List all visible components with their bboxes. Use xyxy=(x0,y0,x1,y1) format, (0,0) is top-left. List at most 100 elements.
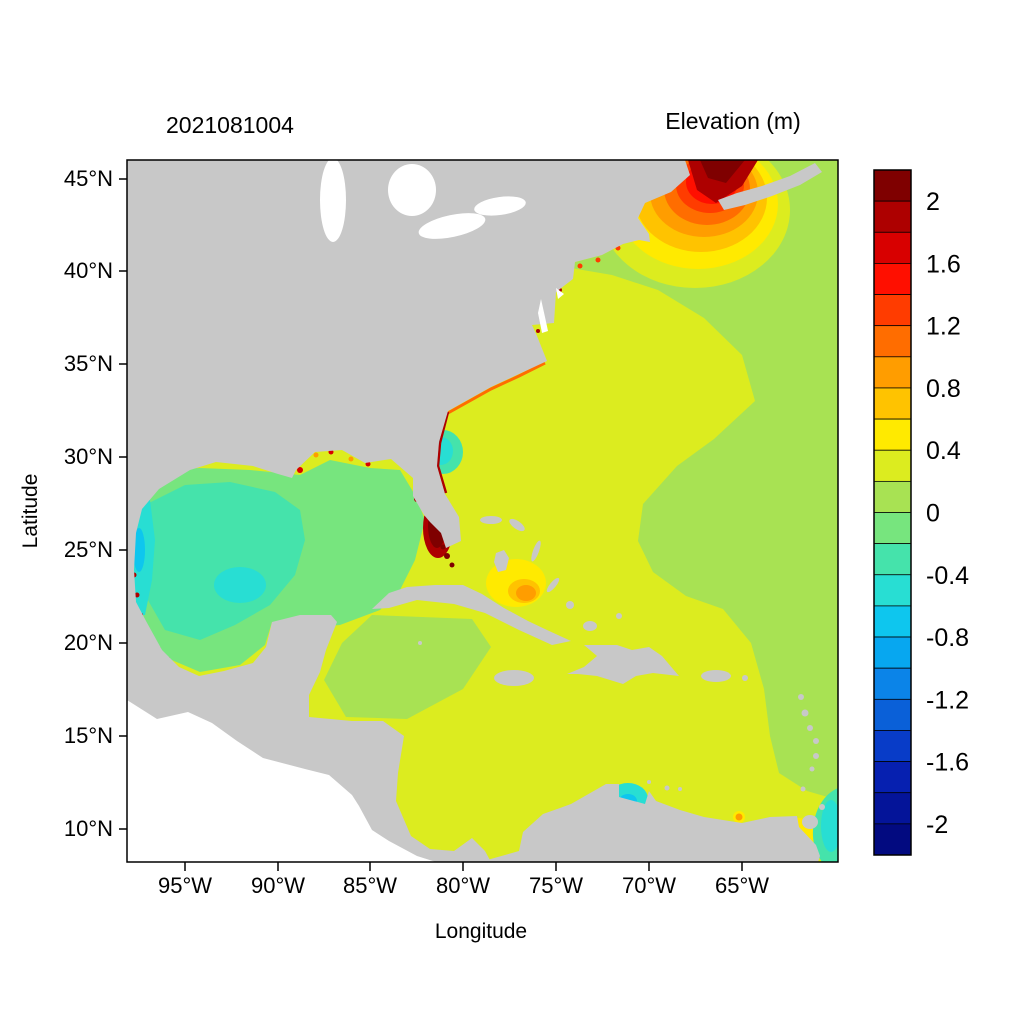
bahamas-orange-core xyxy=(516,585,536,601)
colorbar-cell xyxy=(873,169,912,202)
hispaniola-island xyxy=(567,645,679,684)
colorbar-tick-label: 0 xyxy=(926,500,940,528)
speckle xyxy=(595,257,601,263)
delaware-bay xyxy=(556,288,564,299)
x-tick-label: 95°W xyxy=(158,873,212,898)
lake-erie xyxy=(418,213,486,239)
colorbar-cell xyxy=(873,667,912,700)
y-tick-label: 30°N xyxy=(64,444,113,469)
cuba-island xyxy=(372,585,571,645)
south-america-landmass xyxy=(480,784,820,862)
land-mask xyxy=(127,160,825,862)
colorbar-cell xyxy=(873,574,912,607)
grand-bahama-island xyxy=(480,516,502,524)
plot-border xyxy=(126,159,839,863)
y-tick-label: 45°N xyxy=(64,166,113,191)
lake-michigan xyxy=(320,160,346,242)
colorbar-tick-label: -0.8 xyxy=(926,624,969,652)
florida-east-coast-red-fringe xyxy=(436,442,448,494)
antigua xyxy=(798,694,804,700)
colorbar-tick-label: 1.6 xyxy=(926,250,961,278)
speckle xyxy=(444,553,450,559)
colorbar-tick-label: -1.6 xyxy=(926,749,969,777)
x-axis-label: Longitude xyxy=(435,920,527,943)
gulf-of-mexico-cyan-spot xyxy=(133,528,145,572)
st-lucia xyxy=(813,753,819,759)
nova-scotia-landmass xyxy=(718,163,822,210)
speckle xyxy=(440,544,446,550)
crooked-island xyxy=(566,601,574,609)
colorbar-cell xyxy=(873,325,912,358)
colorbar-tick-label: -1.2 xyxy=(926,686,969,714)
andros-island xyxy=(494,550,509,572)
gulf-of-mexico-central-region xyxy=(138,482,305,640)
colorbar-title: Elevation (m) xyxy=(665,108,800,134)
north-atlantic-green-region xyxy=(571,160,838,800)
virgin-islands xyxy=(742,675,748,681)
gulf-of-mexico-turquoise-spot xyxy=(214,567,266,603)
dominica xyxy=(807,725,813,731)
lesser-antilles-islands xyxy=(647,675,825,829)
colorbar-cell xyxy=(873,449,912,482)
eleuthera-island xyxy=(531,540,541,562)
martinique xyxy=(813,738,819,744)
colorbar-cell xyxy=(873,698,912,731)
colorbar-cell xyxy=(873,387,912,420)
turks-island xyxy=(616,613,622,619)
y-tick-label: 25°N xyxy=(64,537,113,562)
y-tick-label: 40°N xyxy=(64,258,113,283)
north-america-landmass xyxy=(127,160,690,862)
colorbar-cell xyxy=(873,543,912,576)
colorbar-tick-label: -0.4 xyxy=(926,562,969,590)
colorbar-tick-label: 1.2 xyxy=(926,313,961,341)
speckle xyxy=(297,467,303,473)
x-tick-label: 75°W xyxy=(529,873,583,898)
bahamas-islands xyxy=(480,516,622,631)
x-tick-label: 65°W xyxy=(715,873,769,898)
colorbar-cell xyxy=(873,480,912,513)
colorbar-cell xyxy=(873,200,912,233)
cayman-island xyxy=(418,641,422,645)
se-corner-turquoise-core xyxy=(821,800,838,852)
colorbar-tick-label: 0.8 xyxy=(926,375,961,403)
guadeloupe xyxy=(801,709,809,717)
colorbar-cells xyxy=(873,169,912,856)
st-vincent xyxy=(809,766,815,772)
pacific-outside-domain xyxy=(127,700,436,862)
se-coast-orange-fringe xyxy=(447,361,546,415)
bonaire xyxy=(678,787,682,791)
x-tick-label: 80°W xyxy=(436,873,490,898)
colorbar-cell xyxy=(873,512,912,545)
jamaica-island xyxy=(494,670,534,686)
colorbar-cell xyxy=(873,636,912,669)
long-island-bahamas xyxy=(546,577,560,593)
trinidad xyxy=(802,815,818,829)
georgia-coast-red-fringe xyxy=(438,411,450,444)
x-tick-label: 70°W xyxy=(622,873,676,898)
lake-huron xyxy=(388,164,436,216)
colorbar-frame xyxy=(873,169,912,856)
y-tick-label: 15°N xyxy=(64,723,113,748)
great-lakes xyxy=(320,160,564,333)
colorbar-cell xyxy=(873,730,912,762)
y-axis-label: Latitude xyxy=(19,474,42,549)
curacao xyxy=(664,785,670,791)
speckle xyxy=(348,456,354,462)
colorbar-cell xyxy=(873,294,912,327)
speckle xyxy=(134,592,140,598)
y-axis-ticks: 45°N 40°N 35°N 30°N 25°N 20°N 15°N 10°N xyxy=(64,166,127,841)
great-inagua-island xyxy=(583,621,597,631)
nw-caribbean-green-region xyxy=(324,615,491,719)
puerto-rico-island xyxy=(701,670,731,682)
x-tick-label: 85°W xyxy=(343,873,397,898)
colorbar-tick-labels: 2 1.6 1.2 0.8 0.4 0 -0.4 -0.8 -1.2 -1.6 -2 xyxy=(926,188,969,839)
colorbar-tick-label: 0.4 xyxy=(926,437,961,465)
colorbar-tick-label: -2 xyxy=(926,811,948,839)
x-axis-ticks: 95°W 90°W 85°W 80°W 75°W 70°W 65°W xyxy=(158,862,769,898)
colorbar-cell xyxy=(873,761,912,794)
speckle xyxy=(313,452,319,458)
speckle xyxy=(577,263,583,269)
speckle xyxy=(536,329,540,333)
